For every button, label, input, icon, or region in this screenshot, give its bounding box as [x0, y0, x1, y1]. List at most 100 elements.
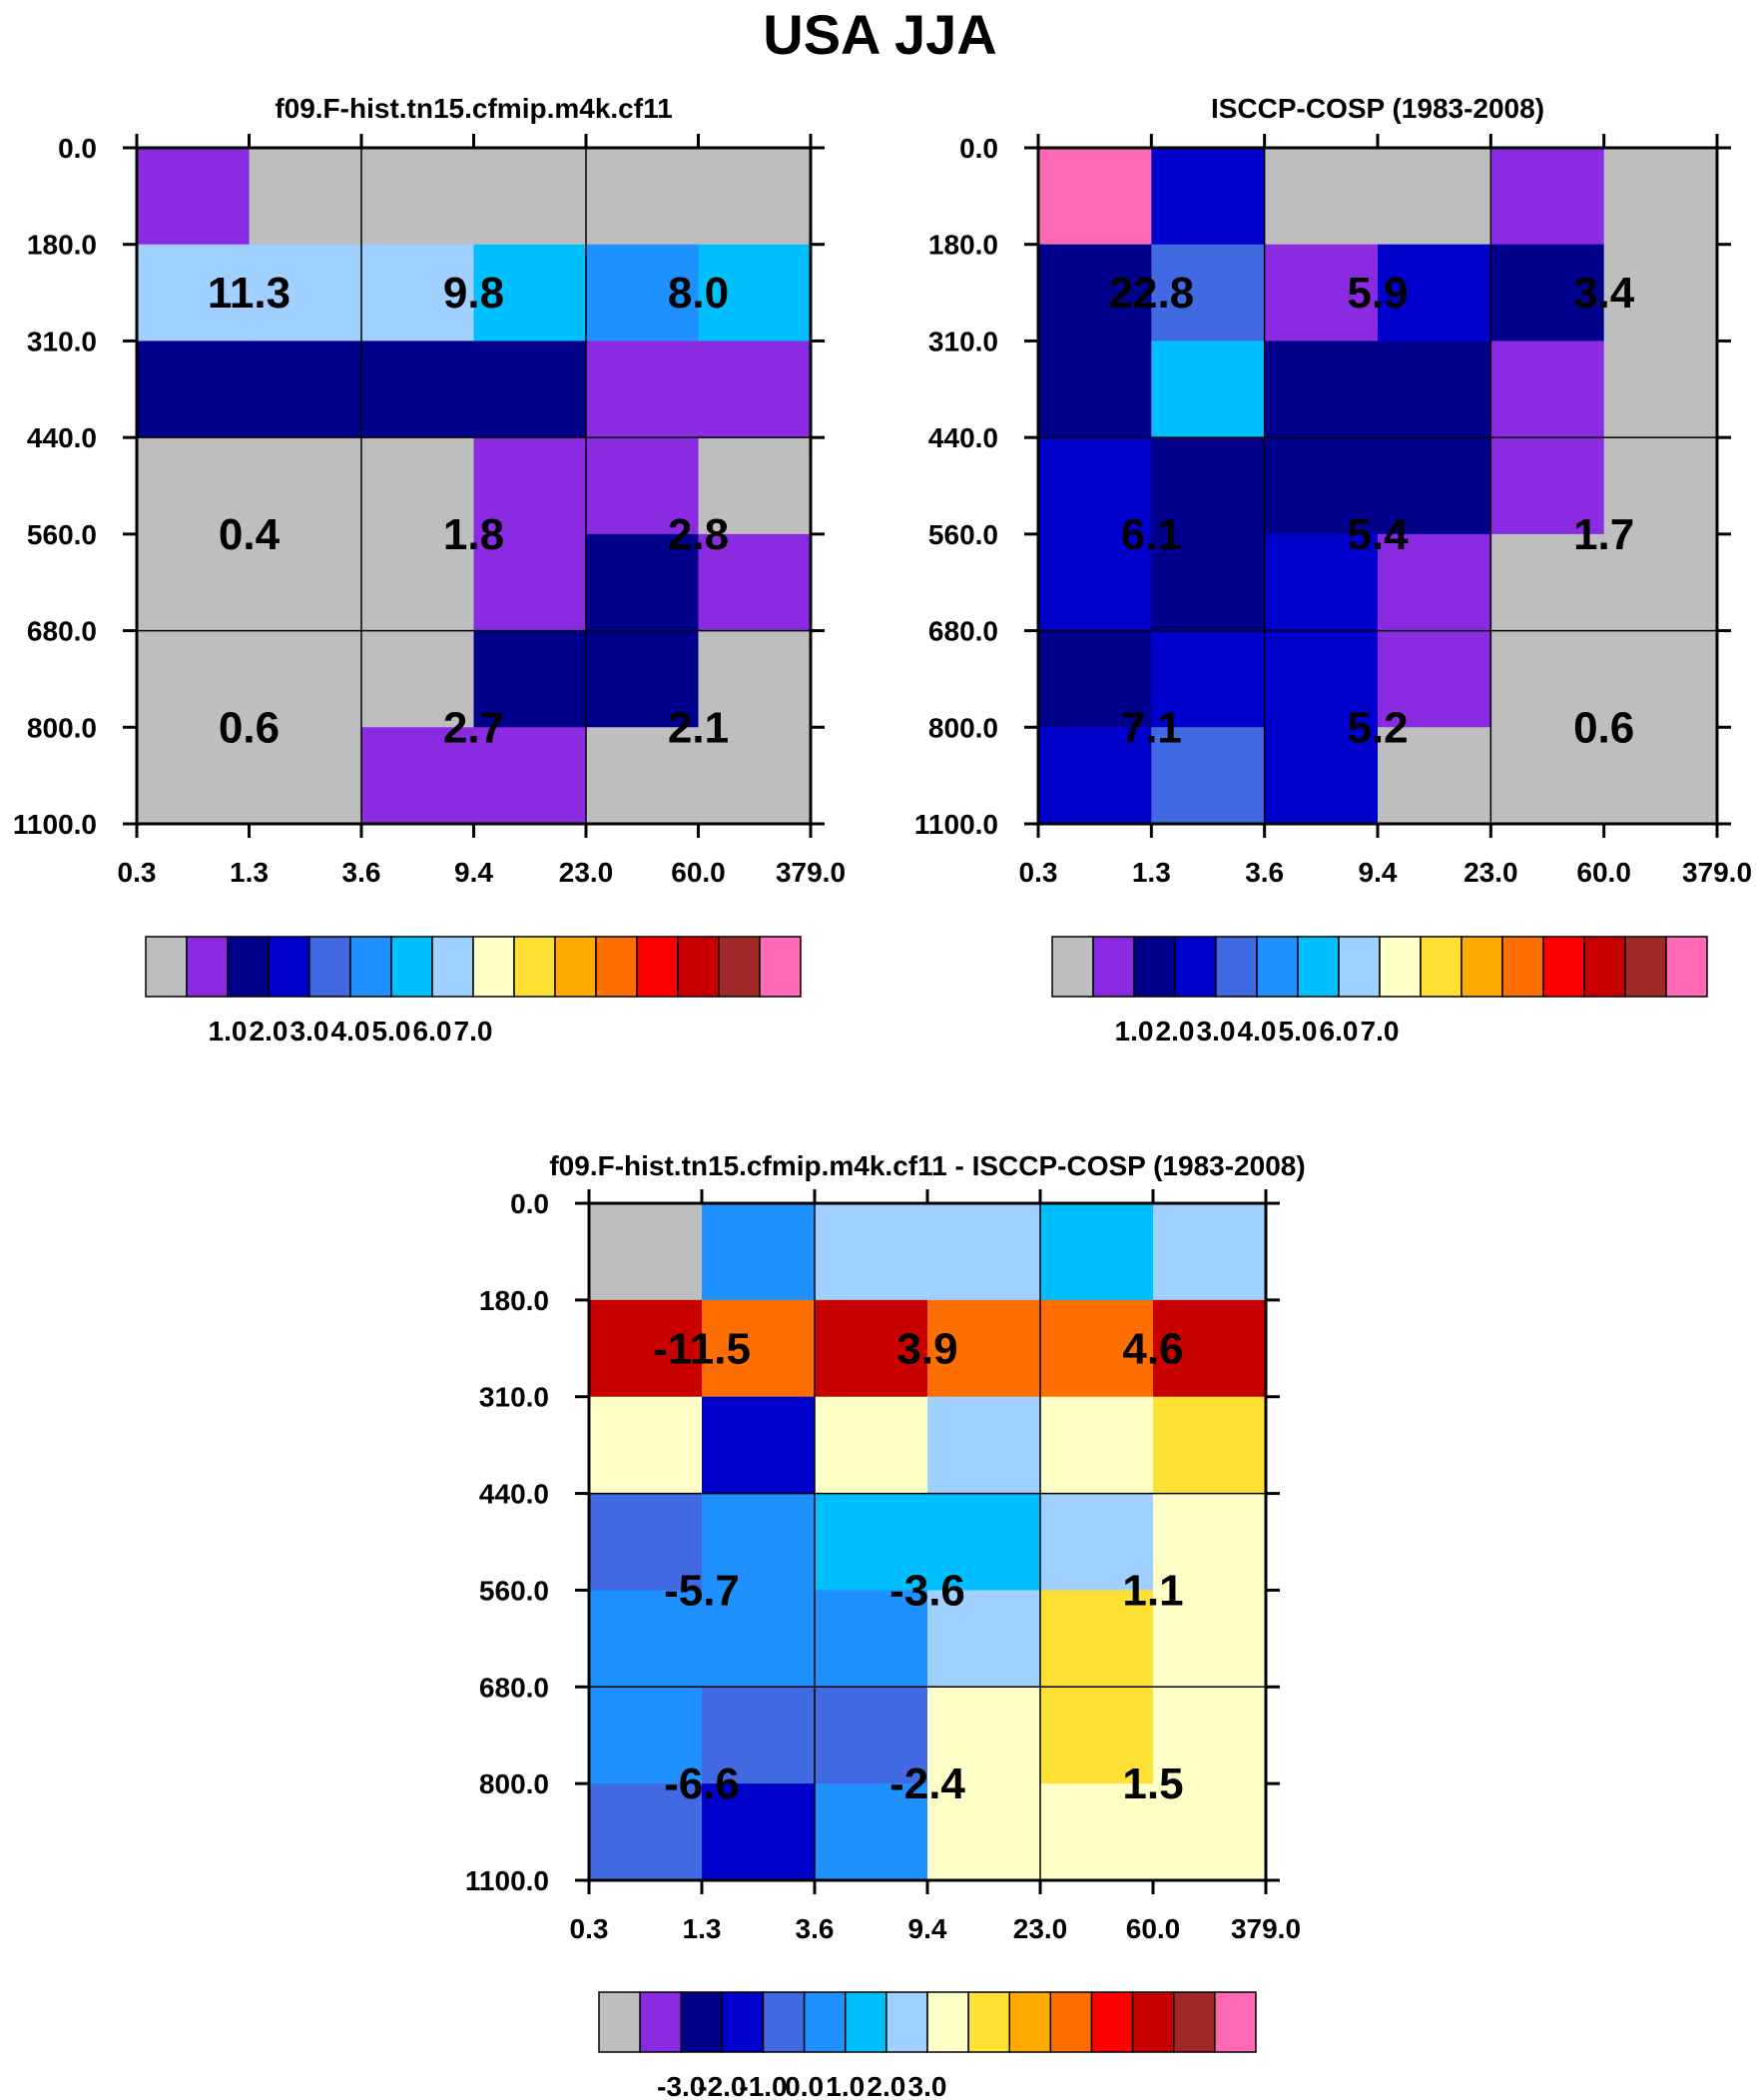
colorbar-swatch [1008, 1991, 1052, 2053]
block-value-label: 1.5 [1122, 1759, 1183, 1808]
heatmap-cell [137, 148, 251, 246]
block-value-label: 3.9 [896, 1324, 957, 1373]
y-tick-label: 310.0 [27, 326, 97, 356]
block-value-label: 1.1 [1122, 1566, 1183, 1615]
y-tick-label: 560.0 [928, 519, 998, 550]
heatmap-cell [249, 148, 362, 246]
heatmap-cell [815, 1493, 928, 1592]
heatmap-cell [702, 1783, 816, 1881]
colorbar-swatch [762, 1991, 806, 2053]
heatmap-cell [1490, 341, 1605, 438]
heatmap-cell [473, 630, 587, 728]
colorbar-swatch [308, 936, 351, 998]
colorbar-label: 7.0 [454, 1016, 493, 1047]
y-tick-label: 0.0 [959, 133, 998, 164]
heatmap-cell [137, 437, 251, 535]
heatmap-cell [589, 1493, 703, 1592]
heatmap-cell [361, 341, 475, 438]
y-tick-label: 800.0 [479, 1768, 549, 1799]
colorbar-swatch [554, 936, 597, 998]
heatmap-cell [1490, 727, 1605, 825]
x-tick-label: 0.3 [570, 1913, 609, 1944]
heatmap-cell [1264, 341, 1379, 438]
colorbar-label: -3.0 [657, 2071, 705, 2100]
y-tick-label: 1100.0 [465, 1865, 549, 1896]
heatmap-cell [249, 437, 362, 535]
colorbar-label: 7.0 [1361, 1016, 1400, 1047]
heatmap-cell [473, 533, 587, 632]
panel-title: f09.F-hist.tn15.cfmip.m4k.cf11 - ISCCP-C… [549, 1150, 1305, 1181]
x-tick-label: 60.0 [671, 857, 726, 888]
block-value-label: 8.0 [668, 269, 729, 318]
y-tick-label: 1100.0 [914, 809, 998, 840]
colorbar-label: 3.0 [291, 1016, 329, 1047]
heatmap-cell [361, 630, 475, 728]
block-value-label: 3.4 [1573, 269, 1635, 318]
heatmap-cell [1040, 1687, 1154, 1784]
colorbar: 1.0 2.0 3.0 4.0 5.0 6.0 7.0 [145, 936, 802, 1047]
heatmap-cell [927, 1783, 1041, 1881]
y-tick-label: 0.0 [510, 1188, 549, 1219]
heatmap-cell [702, 1203, 816, 1301]
x-tick-label: 1.3 [683, 1913, 722, 1944]
block-value-label: -6.6 [664, 1759, 740, 1808]
x-tick-label: 379.0 [1682, 857, 1752, 888]
colorbar-swatch [1131, 1991, 1175, 2053]
block-value-label: -5.7 [664, 1566, 740, 1615]
heatmap-cell [586, 630, 700, 728]
colorbar-swatch [721, 1991, 765, 2053]
heatmap-cell [1153, 1590, 1267, 1688]
heatmap-cell [927, 1203, 1041, 1301]
colorbar-label: 2.0 [1156, 1016, 1195, 1047]
heatmap-cell [1490, 244, 1605, 343]
colorbar-swatch [1665, 936, 1708, 998]
colorbar-label: 5.0 [1279, 1016, 1318, 1047]
heatmap-cell [1264, 437, 1379, 535]
heatmap-cell [1151, 630, 1266, 728]
y-tick-label: 180.0 [479, 1285, 549, 1316]
x-tick-label: 3.6 [796, 1913, 835, 1944]
panel-title: ISCCP-COSP (1983-2008) [1211, 93, 1544, 124]
y-tick-label: 560.0 [27, 519, 97, 550]
heatmap-cell [815, 1396, 928, 1495]
block-value-label: 7.1 [1121, 703, 1182, 752]
x-tick-label: 9.4 [1359, 857, 1398, 888]
heatmap-cell [137, 341, 251, 438]
colorbar-label: -2.0 [698, 2071, 746, 2100]
heatmap-cell [1040, 1203, 1154, 1301]
colorbar-swatch [390, 936, 433, 998]
colorbar-label: -1.0 [739, 2071, 787, 2100]
heatmap-cell [1151, 727, 1266, 825]
colorbar-label: 5.0 [372, 1016, 411, 1047]
x-tick-label: 379.0 [1231, 1913, 1301, 1944]
heatmap-cell [1038, 727, 1152, 825]
heatmap-cell [137, 533, 251, 632]
block-value-label: 2.7 [443, 703, 504, 752]
colorbar-label: 2.0 [867, 2071, 905, 2100]
heatmap-cell [1153, 1493, 1267, 1592]
heatmap-cell [1153, 1299, 1267, 1398]
colorbar-swatch [677, 936, 720, 998]
colorbar-swatch [1214, 1991, 1257, 2053]
colorbar-swatch [595, 936, 638, 998]
heatmap-cell [473, 244, 587, 343]
heatmap-cell [1603, 727, 1718, 825]
x-tick-label: 1.3 [1132, 857, 1171, 888]
colorbar-swatch [1090, 1991, 1134, 2053]
heatmap-cell [473, 437, 587, 535]
heatmap-cell [698, 341, 812, 438]
heatmap-cell [1153, 1396, 1267, 1495]
heatmap-cell [1151, 341, 1266, 438]
block-value-label: 5.2 [1347, 703, 1408, 752]
y-tick-label: 310.0 [479, 1382, 549, 1413]
heatmap-cell [698, 437, 812, 535]
heatmap-cell [1378, 244, 1491, 343]
heatmap-cell [815, 1590, 928, 1688]
heatmap-cell [702, 1590, 816, 1688]
heatmap-cell [589, 1396, 703, 1495]
x-tick-label: 379.0 [776, 857, 846, 888]
colorbar-swatch [227, 936, 270, 998]
colorbar-label: 2.0 [250, 1016, 289, 1047]
heatmap-cell [1153, 1687, 1267, 1784]
